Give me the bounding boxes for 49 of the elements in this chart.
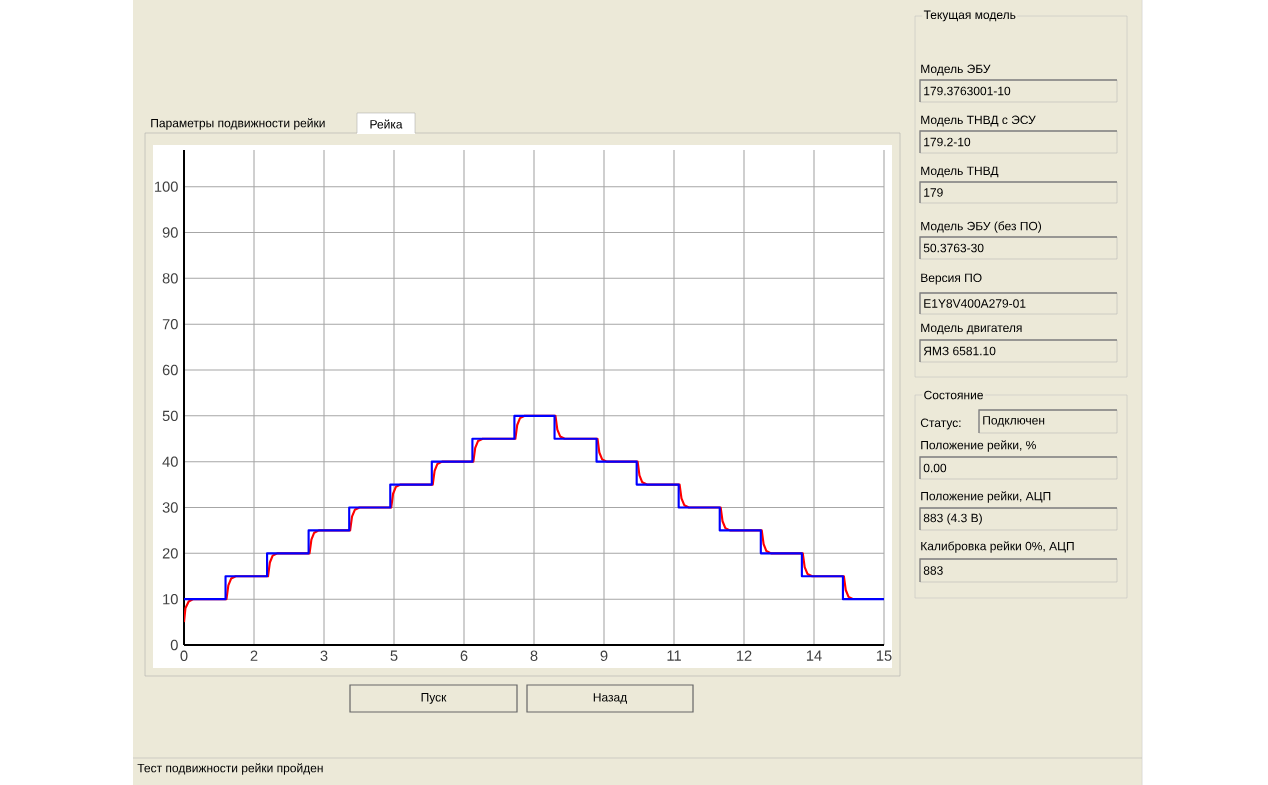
text: Модель ЭБУ (без ПО) [921, 221, 1042, 233]
y-tick-label: 40 [162, 456, 178, 467]
text: 883 [923, 566, 943, 575]
text: Статус: [920, 418, 961, 430]
x-tick-label: 12 [736, 650, 752, 661]
y-tick-label: 20 [162, 548, 178, 559]
x-tick-label: 3 [320, 650, 328, 661]
x-tick-label: 0 [180, 650, 188, 661]
x-tick-label: 11 [667, 650, 681, 661]
text: 179 [924, 188, 943, 197]
text: ЯМЗ 6581.10 [923, 346, 996, 356]
text: Подключен [983, 416, 1045, 427]
text: Пуск [421, 693, 447, 704]
text: 50.3763-30 [923, 243, 984, 253]
y-tick-label: 70 [162, 318, 178, 330]
text: 883 (4.3 В) [923, 513, 982, 525]
text: 179.3763001-10 [924, 86, 1011, 96]
x-tick-label: 14 [806, 650, 822, 661]
text: Рейка [370, 119, 403, 129]
x-tick-label: 6 [460, 650, 468, 661]
x-tick-label: 15 [876, 650, 892, 661]
text: E1Y8V400A279-01 [924, 299, 1026, 308]
text: Модель ТНВД [921, 166, 999, 178]
x-tick-label: 8 [530, 650, 538, 661]
y-tick-label: 90 [162, 227, 178, 238]
text: Состояние [924, 390, 983, 400]
text: Модель ЭБУ [921, 64, 991, 76]
y-tick-label: 30 [162, 502, 178, 513]
y-tick-label: 60 [162, 364, 178, 376]
text: Версия ПО [921, 273, 982, 285]
text: 179.2-10 [924, 137, 971, 147]
text: Назад [593, 693, 627, 704]
text: Текущая модель [923, 10, 1016, 22]
y-tick-label: 100 [155, 181, 178, 192]
y-tick-label: 10 [163, 593, 178, 605]
y-tick-label: 80 [162, 273, 178, 284]
text: Положение рейки, АЦП [921, 491, 1051, 503]
text: Параметры подвижности рейки [151, 118, 325, 130]
y-tick-label: 0 [170, 639, 178, 651]
text: Калибровка рейки 0%, АЦП [921, 541, 1074, 553]
text: Тест подвижности рейки пройден [137, 763, 323, 775]
text: Положение рейки, % [921, 440, 1036, 452]
x-tick-label: 9 [600, 650, 608, 661]
y-tick-label: 50 [162, 410, 178, 422]
text: Модель двигателя [921, 323, 1022, 335]
text: 0.00 [923, 463, 947, 473]
x-tick-label: 2 [250, 650, 258, 661]
text: Модель ТНВД с ЭСУ [921, 115, 1036, 127]
x-tick-label: 5 [390, 650, 398, 661]
